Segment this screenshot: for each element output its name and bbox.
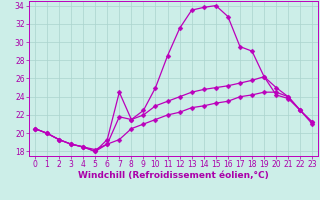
X-axis label: Windchill (Refroidissement éolien,°C): Windchill (Refroidissement éolien,°C) [78,171,269,180]
